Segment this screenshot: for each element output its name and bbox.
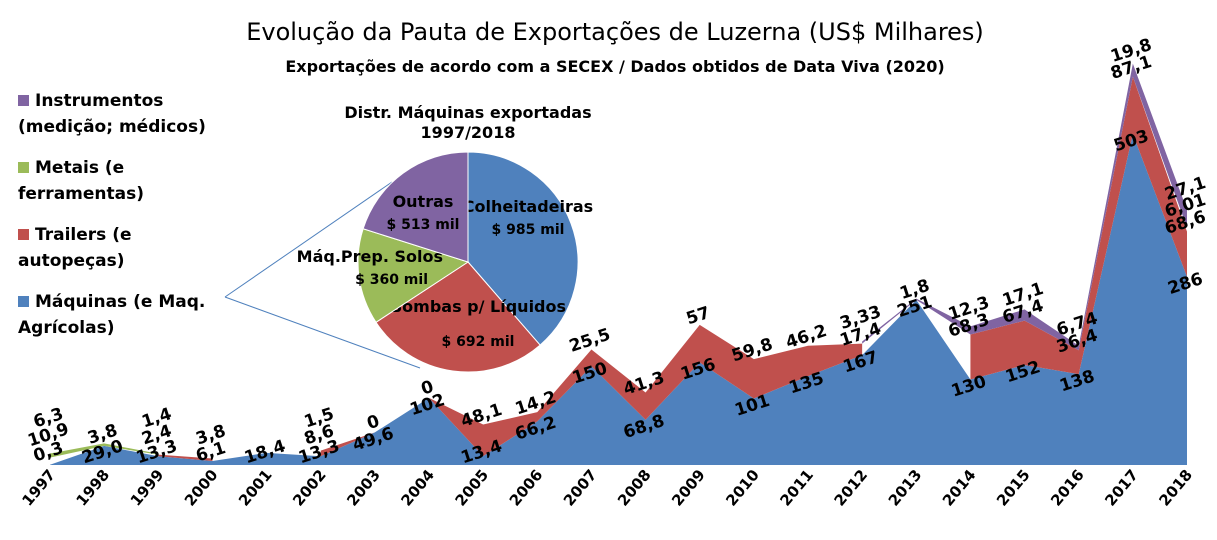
legend-label: Trailers (e autopeças) [18,225,132,271]
legend-swatch [18,296,29,307]
x-tick-label: 2003 [343,466,384,510]
connector [224,181,393,298]
x-tick-label: 2006 [506,466,547,510]
pie-slice [467,151,579,346]
x-tick-label: 1998 [73,466,114,510]
x-tick-label: 2014 [939,466,980,510]
legend-label: Metais (e ferramentas) [18,158,144,204]
legend-entry: Instrumentos (medição; médicos) [18,88,218,140]
area [50,133,1187,466]
x-tick-label: 2016 [1047,466,1088,510]
area [320,324,863,457]
areas [50,63,1187,466]
pie-slice [375,261,541,373]
data-label: 57 [684,303,713,329]
legend-swatch [18,95,29,106]
x-tick-label: 1997 [18,466,59,510]
area [970,76,1187,380]
x-tick-label: 2012 [831,466,872,510]
x-tick-label: 2017 [1101,466,1142,510]
pie-label: Colheitadeiras [463,197,593,216]
chart-title: Evolução da Pauta de Exportações de Luze… [246,18,984,46]
x-tick-label: 2008 [614,466,655,510]
x-tick-label: 2013 [885,466,926,510]
pie-value-label: $ 692 mil [442,334,515,350]
connector [224,296,421,369]
chart-subtitle: Exportações de acordo com a SECEX / Dado… [285,57,944,76]
pie-slice [362,151,469,263]
pie-value-label: $ 513 mil [387,217,460,233]
x-tick-label: 2015 [993,466,1034,510]
x-tick-label: 2004 [397,466,438,510]
x-tick-label: 2001 [235,466,276,510]
x-tick-label: 2009 [668,466,709,510]
legend-label: Máquinas (e Maq. Agrícolas) [18,292,206,338]
pie-value-label: $ 360 mil [355,272,428,288]
pie-title: Distr. Máquinas exportadas 1997/2018 [344,103,591,142]
legend-entry: Máquinas (e Maq. Agrícolas) [18,289,218,341]
legend-swatch [18,162,29,173]
x-tick-label: 2018 [1155,466,1196,510]
area [158,454,213,461]
pie-title-line: 1997/2018 [421,123,516,142]
x-tick-label: 2011 [776,466,817,510]
x-tick-label: 1999 [127,466,168,510]
legend-label: Instrumentos (medição; médicos) [18,91,206,137]
pie-label: Outras [393,192,454,211]
x-tick-label: 2002 [289,466,330,510]
x-tick-label: 2007 [560,466,601,510]
x-tick-label: 2005 [452,466,493,510]
pie-label: Máq.Prep. Solos [297,247,443,266]
pie-label: Bombas p/ Líquidos [390,297,566,316]
legend-entry: Trailers (e autopeças) [18,222,218,274]
pie-title-line: Distr. Máquinas exportadas [344,103,591,122]
pie-slice [357,228,470,324]
pie-value-label: $ 985 mil [492,222,565,238]
legend-entry: Metais (e ferramentas) [18,155,218,207]
legend-swatch [18,229,29,240]
x-tick-label: 2010 [722,466,763,510]
x-tick-label: 2000 [181,466,222,510]
area [50,443,159,458]
